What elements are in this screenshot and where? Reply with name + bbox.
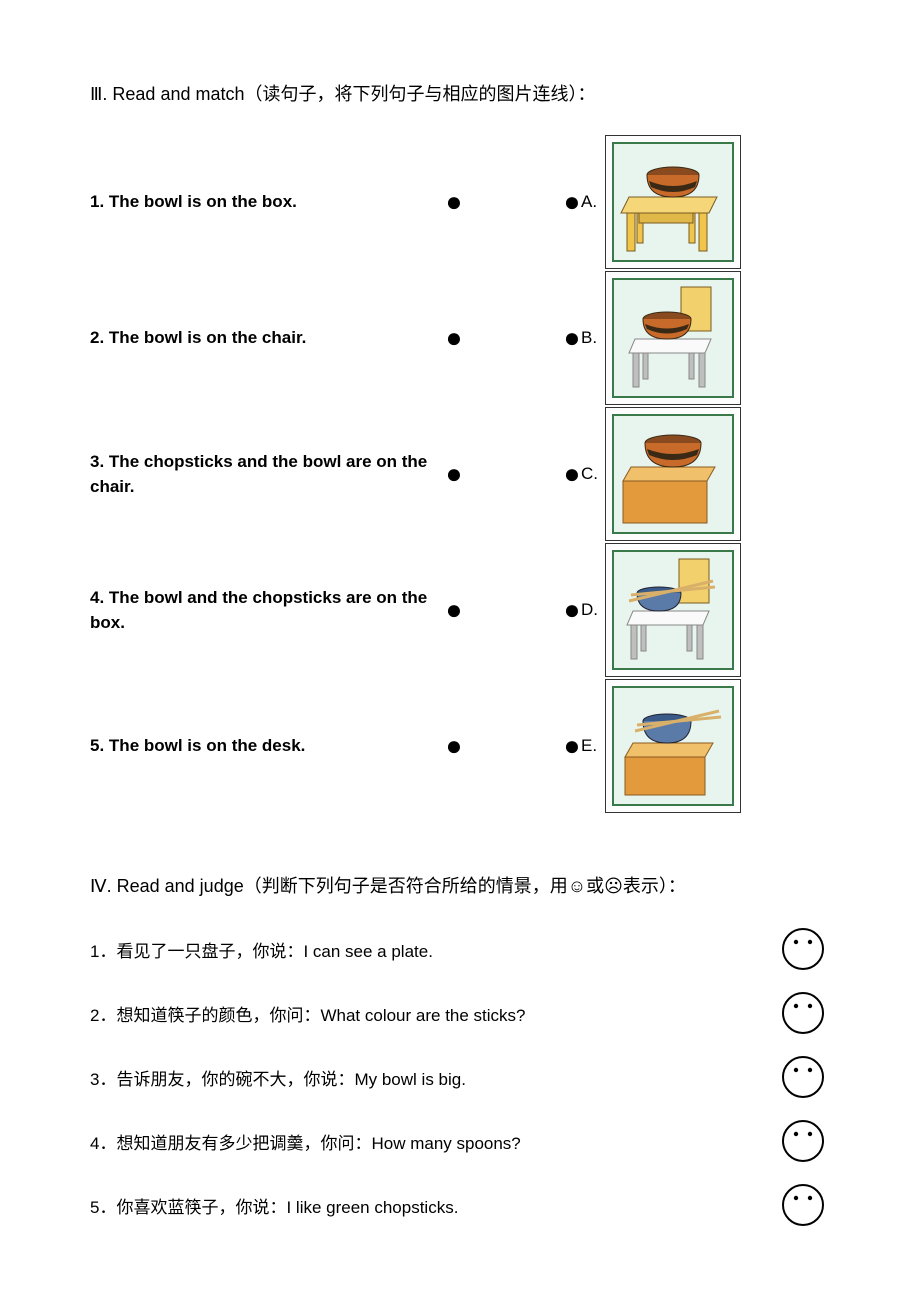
match-picture-box-bowl [605, 407, 741, 541]
match-dot-left[interactable]: ● [445, 188, 463, 216]
judge-text: 2．想知道筷子的颜色，你问：What colour are the sticks… [90, 1001, 776, 1026]
blank-face-icon[interactable] [776, 1054, 830, 1100]
match-dot-left[interactable]: ● [445, 732, 463, 760]
match-dot-left[interactable]: ● [445, 460, 463, 488]
judge-row: 2．想知道筷子的颜色，你问：What colour are the sticks… [90, 990, 830, 1036]
blank-face-icon[interactable] [776, 1118, 830, 1164]
judge-row: 1．看见了一只盘子，你说：I can see a plate. [90, 926, 830, 972]
section3-title-cn: （读句子，将下列句子与相应的图片连线）： [245, 84, 596, 104]
match-dot-left[interactable]: ● [445, 596, 463, 624]
match-picture-chair-bowl-sticks [605, 543, 741, 677]
match-row: 1. The bowl is on the box. ● ● A. [90, 134, 830, 270]
match-letter: B. [581, 328, 605, 348]
match-text: 2. The bowl is on the chair. [90, 325, 445, 351]
blank-face-icon[interactable] [776, 990, 830, 1036]
section4: Ⅳ. Read and judge（判断下列句子是否符合所给的情景，用☺或☹表示… [90, 872, 830, 1228]
match-row: 2. The bowl is on the chair. ● ● B. [90, 270, 830, 406]
match-text: 1. The bowl is on the box. [90, 189, 445, 215]
judge-row: 4．想知道朋友有多少把调羹，你问：How many spoons? [90, 1118, 830, 1164]
judge-text: 5．你喜欢蓝筷子，你说：I like green chopsticks. [90, 1193, 776, 1218]
judge-row: 5．你喜欢蓝筷子，你说：I like green chopsticks. [90, 1182, 830, 1228]
match-picture-chair-bowl [605, 271, 741, 405]
match-letter: C. [581, 464, 605, 484]
match-row: 5. The bowl is on the desk. ● ● E. [90, 678, 830, 814]
match-row: 3. The chopsticks and the bowl are on th… [90, 406, 830, 542]
section4-title: Ⅳ. Read and judge（判断下列句子是否符合所给的情景，用☺或☹表示… [90, 872, 830, 898]
match-letter: D. [581, 600, 605, 620]
match-dot-right[interactable]: ● [563, 188, 581, 216]
match-text: 5. The bowl is on the desk. [90, 733, 445, 759]
match-picture-desk-bowl [605, 135, 741, 269]
section4-title-prefix: Ⅳ. Read and judge [90, 876, 244, 896]
match-letter: A. [581, 192, 605, 212]
match-dot-left[interactable]: ● [445, 324, 463, 352]
judge-row: 3．告诉朋友，你的碗不大，你说：My bowl is big. [90, 1054, 830, 1100]
match-dot-right[interactable]: ● [563, 596, 581, 624]
match-picture-box-bowl-sticks [605, 679, 741, 813]
match-dot-right[interactable]: ● [563, 324, 581, 352]
match-letter: E. [581, 736, 605, 756]
judge-text: 3．告诉朋友，你的碗不大，你说：My bowl is big. [90, 1065, 776, 1090]
match-dot-right[interactable]: ● [563, 460, 581, 488]
match-text: 3. The chopsticks and the bowl are on th… [90, 449, 445, 500]
section4-title-cn: （判断下列句子是否符合所给的情景，用☺或☹表示）： [244, 876, 686, 896]
section3-title: Ⅲ. Read and match（读句子，将下列句子与相应的图片连线）： [90, 80, 830, 106]
blank-face-icon[interactable] [776, 1182, 830, 1228]
blank-face-icon[interactable] [776, 926, 830, 972]
match-text: 4. The bowl and the chopsticks are on th… [90, 585, 445, 636]
match-row: 4. The bowl and the chopsticks are on th… [90, 542, 830, 678]
judge-text: 1．看见了一只盘子，你说：I can see a plate. [90, 937, 776, 962]
match-list: 1. The bowl is on the box. ● ● A. [90, 134, 830, 814]
section3-title-prefix: Ⅲ. Read and match [90, 84, 245, 104]
judge-text: 4．想知道朋友有多少把调羹，你问：How many spoons? [90, 1129, 776, 1154]
match-dot-right[interactable]: ● [563, 732, 581, 760]
